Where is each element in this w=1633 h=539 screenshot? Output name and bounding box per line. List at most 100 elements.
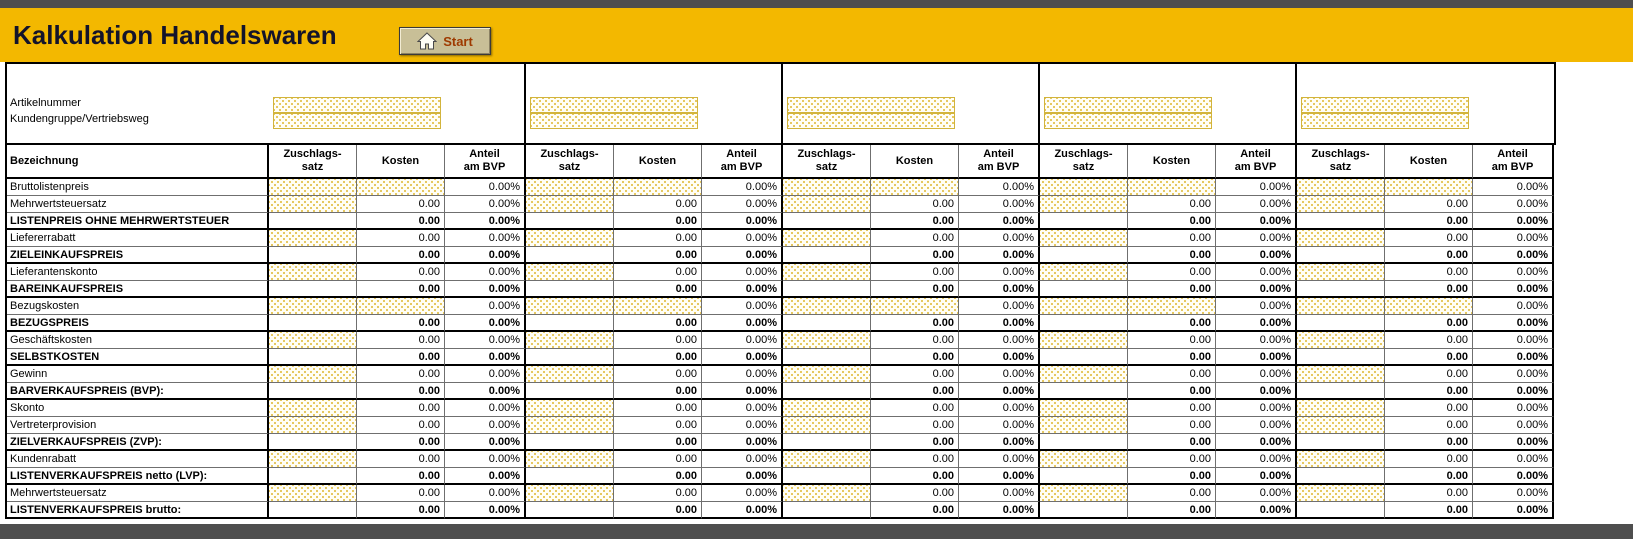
kundengruppe-input-group5[interactable] — [1301, 113, 1469, 129]
kosten-input-cell[interactable] — [614, 179, 702, 196]
anteil-bvp-value-cell: 0.00% — [959, 315, 1040, 332]
kosten-input-cell[interactable] — [1385, 179, 1473, 196]
zuschlagssatz-cell — [1297, 468, 1385, 485]
kundengruppe-input-group4[interactable] — [1044, 113, 1212, 129]
zuschlagssatz-input-cell[interactable] — [1040, 417, 1128, 434]
zuschlagssatz-input-cell[interactable] — [783, 196, 871, 213]
artikelnummer-input-group1[interactable] — [273, 97, 441, 113]
zuschlagssatz-input-cell[interactable] — [269, 417, 357, 434]
anteil-bvp-value-cell: 0.00% — [1473, 332, 1554, 349]
artikelnummer-input-group2[interactable] — [530, 97, 698, 113]
zuschlagssatz-input-cell[interactable] — [1297, 366, 1385, 383]
column-header-kosten: Kosten — [614, 145, 702, 179]
kosten-value-cell: 0.00 — [1128, 366, 1216, 383]
kundengruppe-input-group3[interactable] — [787, 113, 955, 129]
zuschlagssatz-input-cell[interactable] — [526, 230, 614, 247]
kosten-value-cell: 0.00 — [614, 383, 702, 400]
kosten-input-cell[interactable] — [1128, 298, 1216, 315]
kosten-value-cell: 0.00 — [357, 383, 445, 400]
anteil-bvp-value-cell: 0.00% — [445, 468, 526, 485]
zuschlagssatz-input-cell[interactable] — [783, 400, 871, 417]
zuschlagssatz-input-cell[interactable] — [526, 366, 614, 383]
zuschlagssatz-input-cell[interactable] — [1297, 485, 1385, 502]
zuschlagssatz-input-cell[interactable] — [783, 366, 871, 383]
zuschlagssatz-input-cell[interactable] — [1297, 332, 1385, 349]
artikelnummer-input-group3[interactable] — [787, 97, 955, 113]
zuschlagssatz-input-cell[interactable] — [269, 230, 357, 247]
zuschlagssatz-input-cell[interactable] — [269, 298, 357, 315]
anteil-bvp-value-cell: 0.00% — [1216, 213, 1297, 230]
zuschlagssatz-input-cell[interactable] — [1040, 485, 1128, 502]
zuschlagssatz-input-cell[interactable] — [526, 417, 614, 434]
zuschlagssatz-input-cell[interactable] — [526, 451, 614, 468]
zuschlagssatz-input-cell[interactable] — [783, 179, 871, 196]
zuschlagssatz-input-cell[interactable] — [1297, 230, 1385, 247]
zuschlagssatz-input-cell[interactable] — [1040, 179, 1128, 196]
zuschlagssatz-input-cell[interactable] — [526, 485, 614, 502]
zuschlagssatz-input-cell[interactable] — [1297, 179, 1385, 196]
kosten-value-cell: 0.00 — [1385, 468, 1473, 485]
kosten-input-cell[interactable] — [871, 179, 959, 196]
zuschlagssatz-input-cell[interactable] — [526, 332, 614, 349]
zuschlagssatz-input-cell[interactable] — [1040, 264, 1128, 281]
zuschlagssatz-input-cell[interactable] — [1297, 196, 1385, 213]
zuschlagssatz-input-cell[interactable] — [1040, 451, 1128, 468]
anteil-bvp-value-cell: 0.00% — [1216, 230, 1297, 247]
zuschlagssatz-input-cell[interactable] — [1297, 451, 1385, 468]
zuschlagssatz-input-cell[interactable] — [1040, 332, 1128, 349]
zuschlagssatz-input-cell[interactable] — [1297, 400, 1385, 417]
zuschlagssatz-input-cell[interactable] — [269, 264, 357, 281]
start-button[interactable]: Start — [399, 27, 491, 55]
artikelnummer-input-group4[interactable] — [1044, 97, 1212, 113]
zuschlagssatz-input-cell[interactable] — [783, 451, 871, 468]
zuschlagssatz-input-cell[interactable] — [1297, 298, 1385, 315]
zuschlagssatz-input-cell[interactable] — [1040, 196, 1128, 213]
kundengruppe-input-group2[interactable] — [530, 113, 698, 129]
zuschlagssatz-input-cell[interactable] — [1040, 400, 1128, 417]
zuschlagssatz-input-cell[interactable] — [526, 400, 614, 417]
row-label: SELBSTKOSTEN — [7, 349, 269, 366]
zuschlagssatz-input-cell[interactable] — [1040, 366, 1128, 383]
kosten-input-cell[interactable] — [614, 298, 702, 315]
artikelnummer-input-group5[interactable] — [1301, 97, 1469, 113]
kosten-value-cell: 0.00 — [614, 400, 702, 417]
zuschlagssatz-input-cell[interactable] — [783, 298, 871, 315]
zuschlagssatz-input-cell[interactable] — [783, 332, 871, 349]
anteil-bvp-value-cell: 0.00% — [959, 451, 1040, 468]
zuschlagssatz-input-cell[interactable] — [783, 264, 871, 281]
zuschlagssatz-input-cell[interactable] — [269, 196, 357, 213]
kosten-input-cell[interactable] — [357, 298, 445, 315]
anteil-bvp-value-cell: 0.00% — [959, 400, 1040, 417]
zuschlagssatz-input-cell[interactable] — [1040, 230, 1128, 247]
zuschlagssatz-input-cell[interactable] — [526, 196, 614, 213]
zuschlagssatz-input-cell[interactable] — [269, 485, 357, 502]
zuschlagssatz-input-cell[interactable] — [526, 264, 614, 281]
zuschlagssatz-input-cell[interactable] — [526, 298, 614, 315]
zuschlagssatz-input-cell[interactable] — [783, 230, 871, 247]
zuschlagssatz-input-cell[interactable] — [269, 366, 357, 383]
page-title: Kalkulation Handelswaren — [13, 19, 337, 50]
zuschlagssatz-input-cell[interactable] — [526, 179, 614, 196]
kosten-input-cell[interactable] — [357, 179, 445, 196]
kosten-input-cell[interactable] — [1128, 179, 1216, 196]
kundengruppe-input-group1[interactable] — [273, 113, 441, 129]
zuschlagssatz-input-cell[interactable] — [269, 400, 357, 417]
anteil-bvp-value-cell: 0.00% — [959, 179, 1040, 196]
zuschlagssatz-cell — [783, 247, 871, 264]
zuschlagssatz-input-cell[interactable] — [1040, 298, 1128, 315]
zuschlagssatz-input-cell[interactable] — [1297, 264, 1385, 281]
zuschlagssatz-cell — [526, 349, 614, 366]
kosten-input-cell[interactable] — [871, 298, 959, 315]
zuschlagssatz-input-cell[interactable] — [783, 417, 871, 434]
anteil-bvp-value-cell: 0.00% — [702, 468, 783, 485]
zuschlagssatz-input-cell[interactable] — [269, 179, 357, 196]
row-label: Gewinn — [7, 366, 269, 383]
zuschlagssatz-input-cell[interactable] — [1297, 417, 1385, 434]
kosten-value-cell: 0.00 — [871, 230, 959, 247]
kosten-input-cell[interactable] — [1385, 298, 1473, 315]
kosten-value-cell: 0.00 — [871, 315, 959, 332]
zuschlagssatz-input-cell[interactable] — [269, 451, 357, 468]
window-top-frame — [0, 0, 1633, 8]
zuschlagssatz-input-cell[interactable] — [269, 332, 357, 349]
zuschlagssatz-input-cell[interactable] — [783, 485, 871, 502]
